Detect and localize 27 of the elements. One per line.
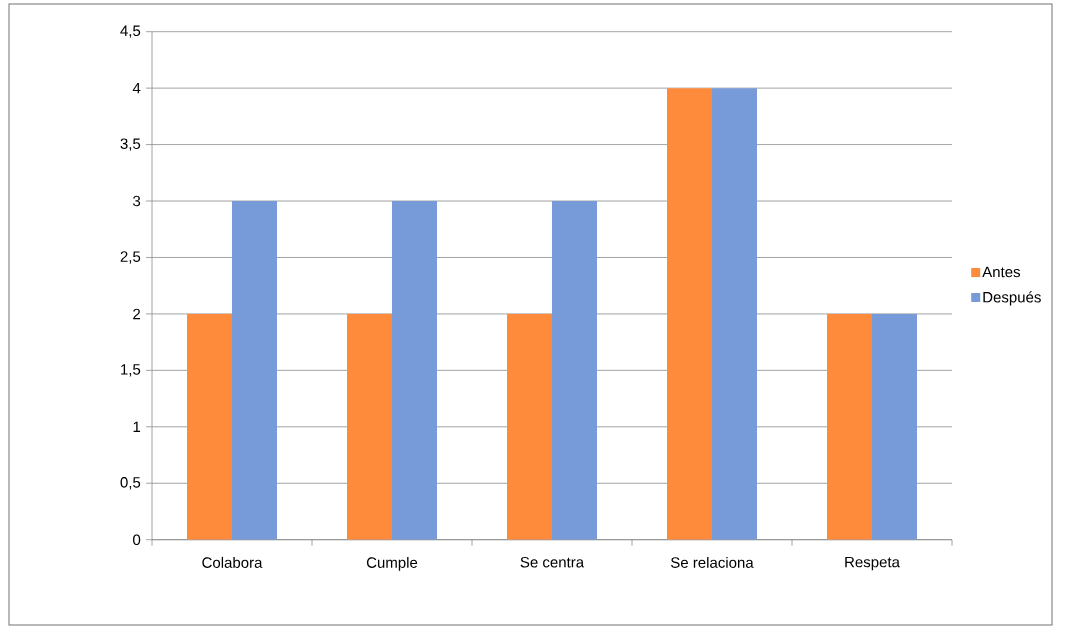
bar xyxy=(507,313,552,540)
bar xyxy=(187,313,232,540)
x-tick-label: Respeta xyxy=(845,556,900,571)
y-tick-label: 2,5 xyxy=(120,251,141,264)
bar xyxy=(392,201,437,540)
x-tick-label: Colabora xyxy=(202,556,263,568)
y-tick-label: 0 xyxy=(133,534,141,545)
x-tick-label: Se relaciona xyxy=(670,556,754,568)
y-tick-label: 1,5 xyxy=(121,364,141,377)
y-tick-label: 3,5 xyxy=(120,138,141,151)
bar xyxy=(827,313,872,540)
legend-label: Antes xyxy=(982,266,1021,278)
y-tick-label: 4,5 xyxy=(120,25,141,38)
legend-label: Después xyxy=(983,291,1041,306)
bar xyxy=(232,201,277,540)
x-tick-label: Se centra xyxy=(520,556,585,568)
bar xyxy=(552,201,597,540)
bar xyxy=(872,313,917,540)
x-tick-label: Cumple xyxy=(366,556,418,571)
bar xyxy=(712,88,757,540)
y-tick-label: 2 xyxy=(133,308,141,320)
y-tick-label: 4 xyxy=(132,82,141,94)
y-tick-label: 3 xyxy=(133,195,141,207)
bar xyxy=(667,88,712,540)
y-tick-label: 0,5 xyxy=(120,477,141,490)
bar xyxy=(347,313,392,540)
y-tick-label: 1 xyxy=(133,421,141,432)
